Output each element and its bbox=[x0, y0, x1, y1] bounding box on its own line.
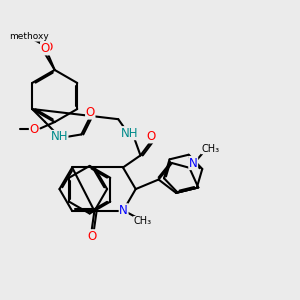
Text: CH₃: CH₃ bbox=[201, 144, 219, 154]
Text: O: O bbox=[29, 122, 39, 136]
Text: O: O bbox=[147, 130, 156, 143]
Text: CH₃: CH₃ bbox=[134, 217, 152, 226]
Text: O: O bbox=[43, 40, 52, 54]
Text: NH: NH bbox=[50, 130, 68, 143]
Text: O: O bbox=[85, 106, 95, 119]
Text: O: O bbox=[87, 230, 97, 243]
Text: N: N bbox=[119, 204, 128, 217]
Text: NH: NH bbox=[121, 127, 139, 140]
Text: N: N bbox=[189, 157, 198, 169]
Text: O: O bbox=[40, 42, 50, 55]
Text: methoxy: methoxy bbox=[9, 32, 49, 41]
